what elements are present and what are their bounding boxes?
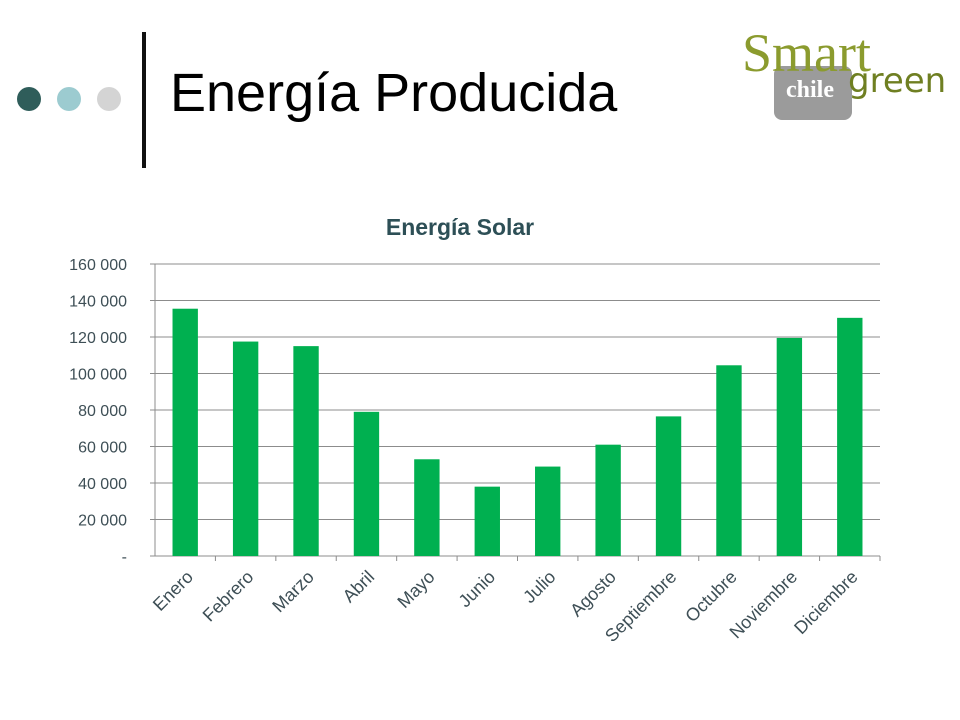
bar-marzo [293,346,319,556]
x-tick-label: Febrero [199,567,258,626]
chart-title: Energía Solar [386,214,534,240]
bar-julio [535,466,561,556]
x-tick-label: Agosto [566,567,620,621]
bar-abril [353,411,380,556]
bar-febrero [232,341,259,556]
bar-noviembre [776,337,803,556]
y-axis-ticks: - 20 000 40 000 60 000 80 000 100 000 120 000 1… [69,257,127,566]
dot-dark [17,87,41,111]
y-tick-label: 20 000 [78,513,127,530]
bar-octubre [716,365,742,556]
logo-word-smart: Smart [742,23,871,83]
y-tick-label: - [122,549,127,566]
x-tick-label: Julio [519,567,559,607]
x-tick-label: Mayo [393,567,438,612]
smart-green-chile-logo: Smart chile green [736,18,950,120]
x-axis-ticks: Enero Febrero Marzo Abril Mayo Junio Julio Agos… [149,556,881,646]
x-tick-label: Octubre [681,567,740,626]
bar-chart: Energía Solar - 20 000 40 000 60 000 80 000 1… [0,190,960,720]
y-tick-label: 160 000 [69,257,127,274]
title-divider [142,32,146,168]
bar-agosto [595,444,621,556]
y-tick-label: 40 000 [78,476,127,493]
x-tick-label: Junio [455,567,500,612]
logo-box [774,66,852,120]
y-tick-label: 120 000 [69,330,127,347]
bar-mayo [414,459,440,556]
decorative-dots [14,86,124,114]
bar-septiembre [655,416,682,556]
logo-word-green: green [848,61,947,101]
x-tick-label: Enero [149,567,197,615]
x-tick-label: Marzo [268,567,318,617]
dot-light-blue [57,87,81,111]
bar-enero [172,308,198,556]
bar-diciembre [837,317,863,556]
dot-gray [97,87,121,111]
y-tick-label: 100 000 [69,367,127,384]
chart-svg: Energía Solar - 20 000 40 000 60 000 80 000 1… [69,214,881,646]
y-tick-label: 140 000 [69,294,127,311]
gridlines [150,263,880,557]
bars [172,308,863,556]
y-tick-label: 60 000 [78,440,127,457]
logo-word-chile: chile [786,77,834,103]
x-tick-label: Abril [339,567,379,607]
x-tick-label: Diciembre [790,567,861,638]
bar-junio [474,486,500,556]
y-tick-label: 80 000 [78,403,127,420]
page-title: Energía Producida [170,63,618,123]
